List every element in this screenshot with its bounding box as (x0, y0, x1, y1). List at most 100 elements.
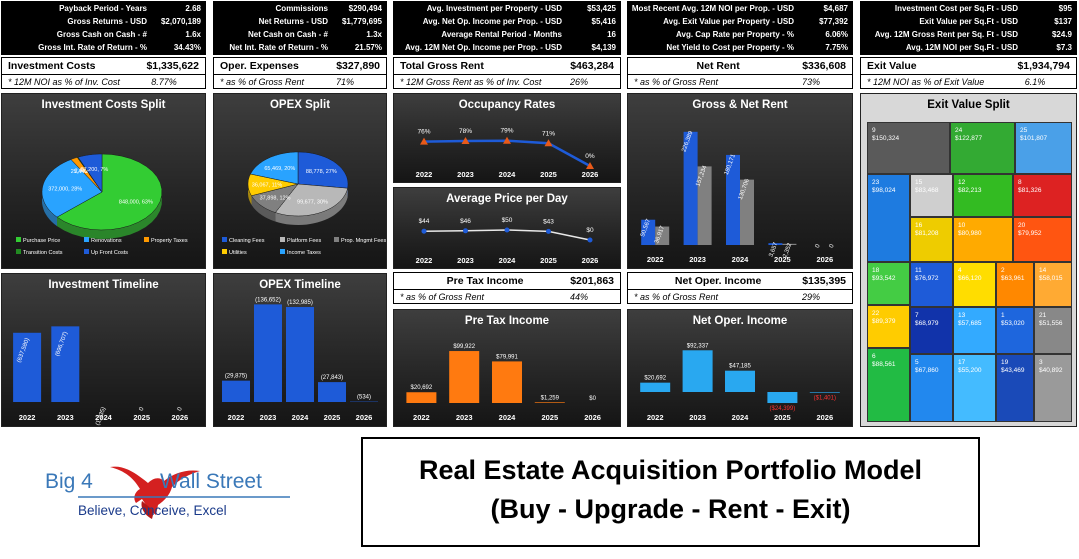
summary-title: Exit Value (867, 60, 917, 72)
treemap-cell-value: $122,877 (955, 135, 983, 142)
summary-title: Net Rent (696, 60, 740, 72)
data-label: $20,692 (411, 385, 433, 391)
chart-svg: (29,875) (136,652) (132,985) (27,843) (534) 2… (222, 297, 378, 422)
legend-entry: Purchase Price (23, 238, 60, 244)
treemap-cell: 20 $79,952 (1013, 217, 1072, 262)
summary-value: $327,890 (336, 60, 380, 72)
legend-swatch (84, 237, 89, 242)
chart-title: OPEX Timeline (259, 279, 341, 291)
pie-slice-label: 99,677, 30% (297, 200, 328, 206)
x-tick-label: 2026 (356, 413, 373, 422)
x-tick-label: 2023 (457, 170, 474, 179)
treemap-cell-id: 8 (1018, 179, 1022, 186)
treemap-cell-id: 12 (958, 179, 966, 186)
panel-average-price-per-day: Average Price per Day $44 2022 $46 2023 $50 20… (393, 187, 621, 269)
kpi-row: Commissions $290,494 (214, 2, 386, 15)
treemap-cell-id: 15 (915, 179, 923, 186)
data-label: 0 (815, 243, 822, 249)
treemap-cell-value: $81,326 (1018, 187, 1042, 194)
summary-sub: * as % of Gross Rent (220, 76, 305, 87)
pie-slice-label: 65,469, 20% (264, 166, 295, 172)
summary-title: Oper. Expenses (220, 60, 299, 72)
data-label: ($1,401) (814, 396, 836, 402)
x-tick-label: 2025 (541, 413, 558, 422)
bar (726, 154, 740, 245)
kpi-row: Avg. 12M Net Op. Income per Prop. - USD $… (394, 41, 620, 54)
bar (449, 351, 480, 403)
data-point (504, 227, 510, 233)
kpi-value: 16 (607, 30, 616, 39)
data-point (421, 228, 427, 234)
x-tick-label: 2023 (689, 413, 706, 422)
kpi-row: Gross Cash on Cash - # 1.6x (2, 28, 205, 41)
kpi-value: $290,494 (348, 4, 382, 13)
panel-opex-split: OPEX Split 88,778, 27% 99,677, 30% 37,898, … (213, 93, 387, 269)
legend-swatch (280, 237, 285, 242)
legend-entry: Platform Fees (287, 238, 321, 244)
kpi-value: 7.75% (825, 43, 848, 52)
pie-slice (56, 153, 163, 231)
panel-opex-timeline: OPEX Timeline (29,875) (136,652) (132,985)(… (213, 273, 387, 427)
treemap-cell-id: 2 (1001, 267, 1005, 274)
legend-entry: Renovations (91, 238, 122, 244)
x-tick-label: 2022 (647, 255, 664, 264)
treemap-cell-id: 23 (872, 179, 880, 186)
kpi-value: 2.68 (185, 4, 201, 13)
legend-swatch (334, 237, 339, 242)
kpi-label: Avg. Investment per Property - USD (426, 4, 562, 13)
kpi-label: Gross Returns - USD (67, 17, 147, 26)
legend-swatch (84, 249, 89, 254)
x-tick-label: 2023 (260, 413, 277, 422)
x-tick-label: 2024 (732, 255, 750, 264)
pie-slice (77, 153, 103, 193)
x-tick-label: 2022 (19, 413, 36, 422)
treemap-cell: 6 $88,561 (867, 348, 910, 422)
title-line-1: Real Estate Acquisition Portfolio Model (418, 455, 923, 485)
x-tick-label: 2025 (324, 413, 341, 422)
kpi-label: Payback Period - Years (59, 4, 147, 13)
bar (767, 392, 798, 404)
x-tick-label: 2024 (95, 413, 113, 422)
treemap-cell-value: $150,324 (872, 135, 900, 142)
pie-slice-label: 372,000, 28% (48, 186, 82, 192)
treemap-cell: 25 $101,807 (1015, 122, 1072, 174)
bar (682, 350, 713, 392)
summary-value: $463,284 (570, 60, 614, 72)
data-label: 76% (417, 129, 430, 136)
summary-sub-value: 8.77% (151, 76, 177, 87)
chart-title: OPEX Split (269, 99, 331, 111)
kpi-box-per-property: Avg. Investment per Property - USD $53,42… (393, 1, 621, 55)
bar (222, 380, 250, 402)
kpi-row: Gross Returns - USD $2,070,189 (2, 15, 205, 28)
treemap-cell-value: $80,980 (958, 230, 982, 237)
data-point (420, 137, 428, 145)
treemap-cell: 22 $89,379 (867, 305, 910, 348)
pie-slice-label: 848,000, 63% (119, 200, 153, 206)
bar (13, 332, 42, 402)
pie-slice-label: 87,200, 7% (81, 167, 109, 173)
treemap-cell-value: $83,468 (915, 187, 939, 194)
x-tick-label: 2024 (499, 170, 517, 179)
chart-svg: 76% 2022 78% 2023 79% 2024 71% 2025 0% 2026 (416, 128, 599, 179)
kpi-box-sqft: Investment Cost per Sq.Ft - USD $95 Exit … (860, 1, 1077, 55)
treemap-cell-id: 9 (872, 127, 876, 134)
kpi-value: $24.9 (1051, 30, 1072, 39)
treemap-cell-id: 7 (915, 312, 919, 319)
legend-swatch (16, 249, 21, 254)
treemap-cell-value: $55,200 (958, 367, 982, 374)
kpi-value: 1.3x (366, 30, 382, 39)
data-label: (136,652) (255, 297, 281, 303)
x-tick-label: 2023 (689, 255, 706, 264)
treemap-cell-id: 24 (955, 127, 963, 134)
treemap-cell-id: 5 (915, 359, 919, 366)
company-logo: Big 4 Wall Street Believe, Conceive, Exc… (40, 445, 310, 535)
data-point (463, 228, 468, 234)
treemap-cell-id: 6 (872, 353, 876, 360)
data-label: 3,657 (769, 241, 780, 258)
treemap-cell-id: 14 (1039, 267, 1047, 274)
kpi-row: Avg. Net Op. Income per Prop. - USD $5,41… (394, 15, 620, 28)
treemap-cell-value: $40,892 (1039, 367, 1063, 374)
treemap-cell: 16 $81,208 (910, 217, 953, 262)
data-point (546, 228, 551, 234)
